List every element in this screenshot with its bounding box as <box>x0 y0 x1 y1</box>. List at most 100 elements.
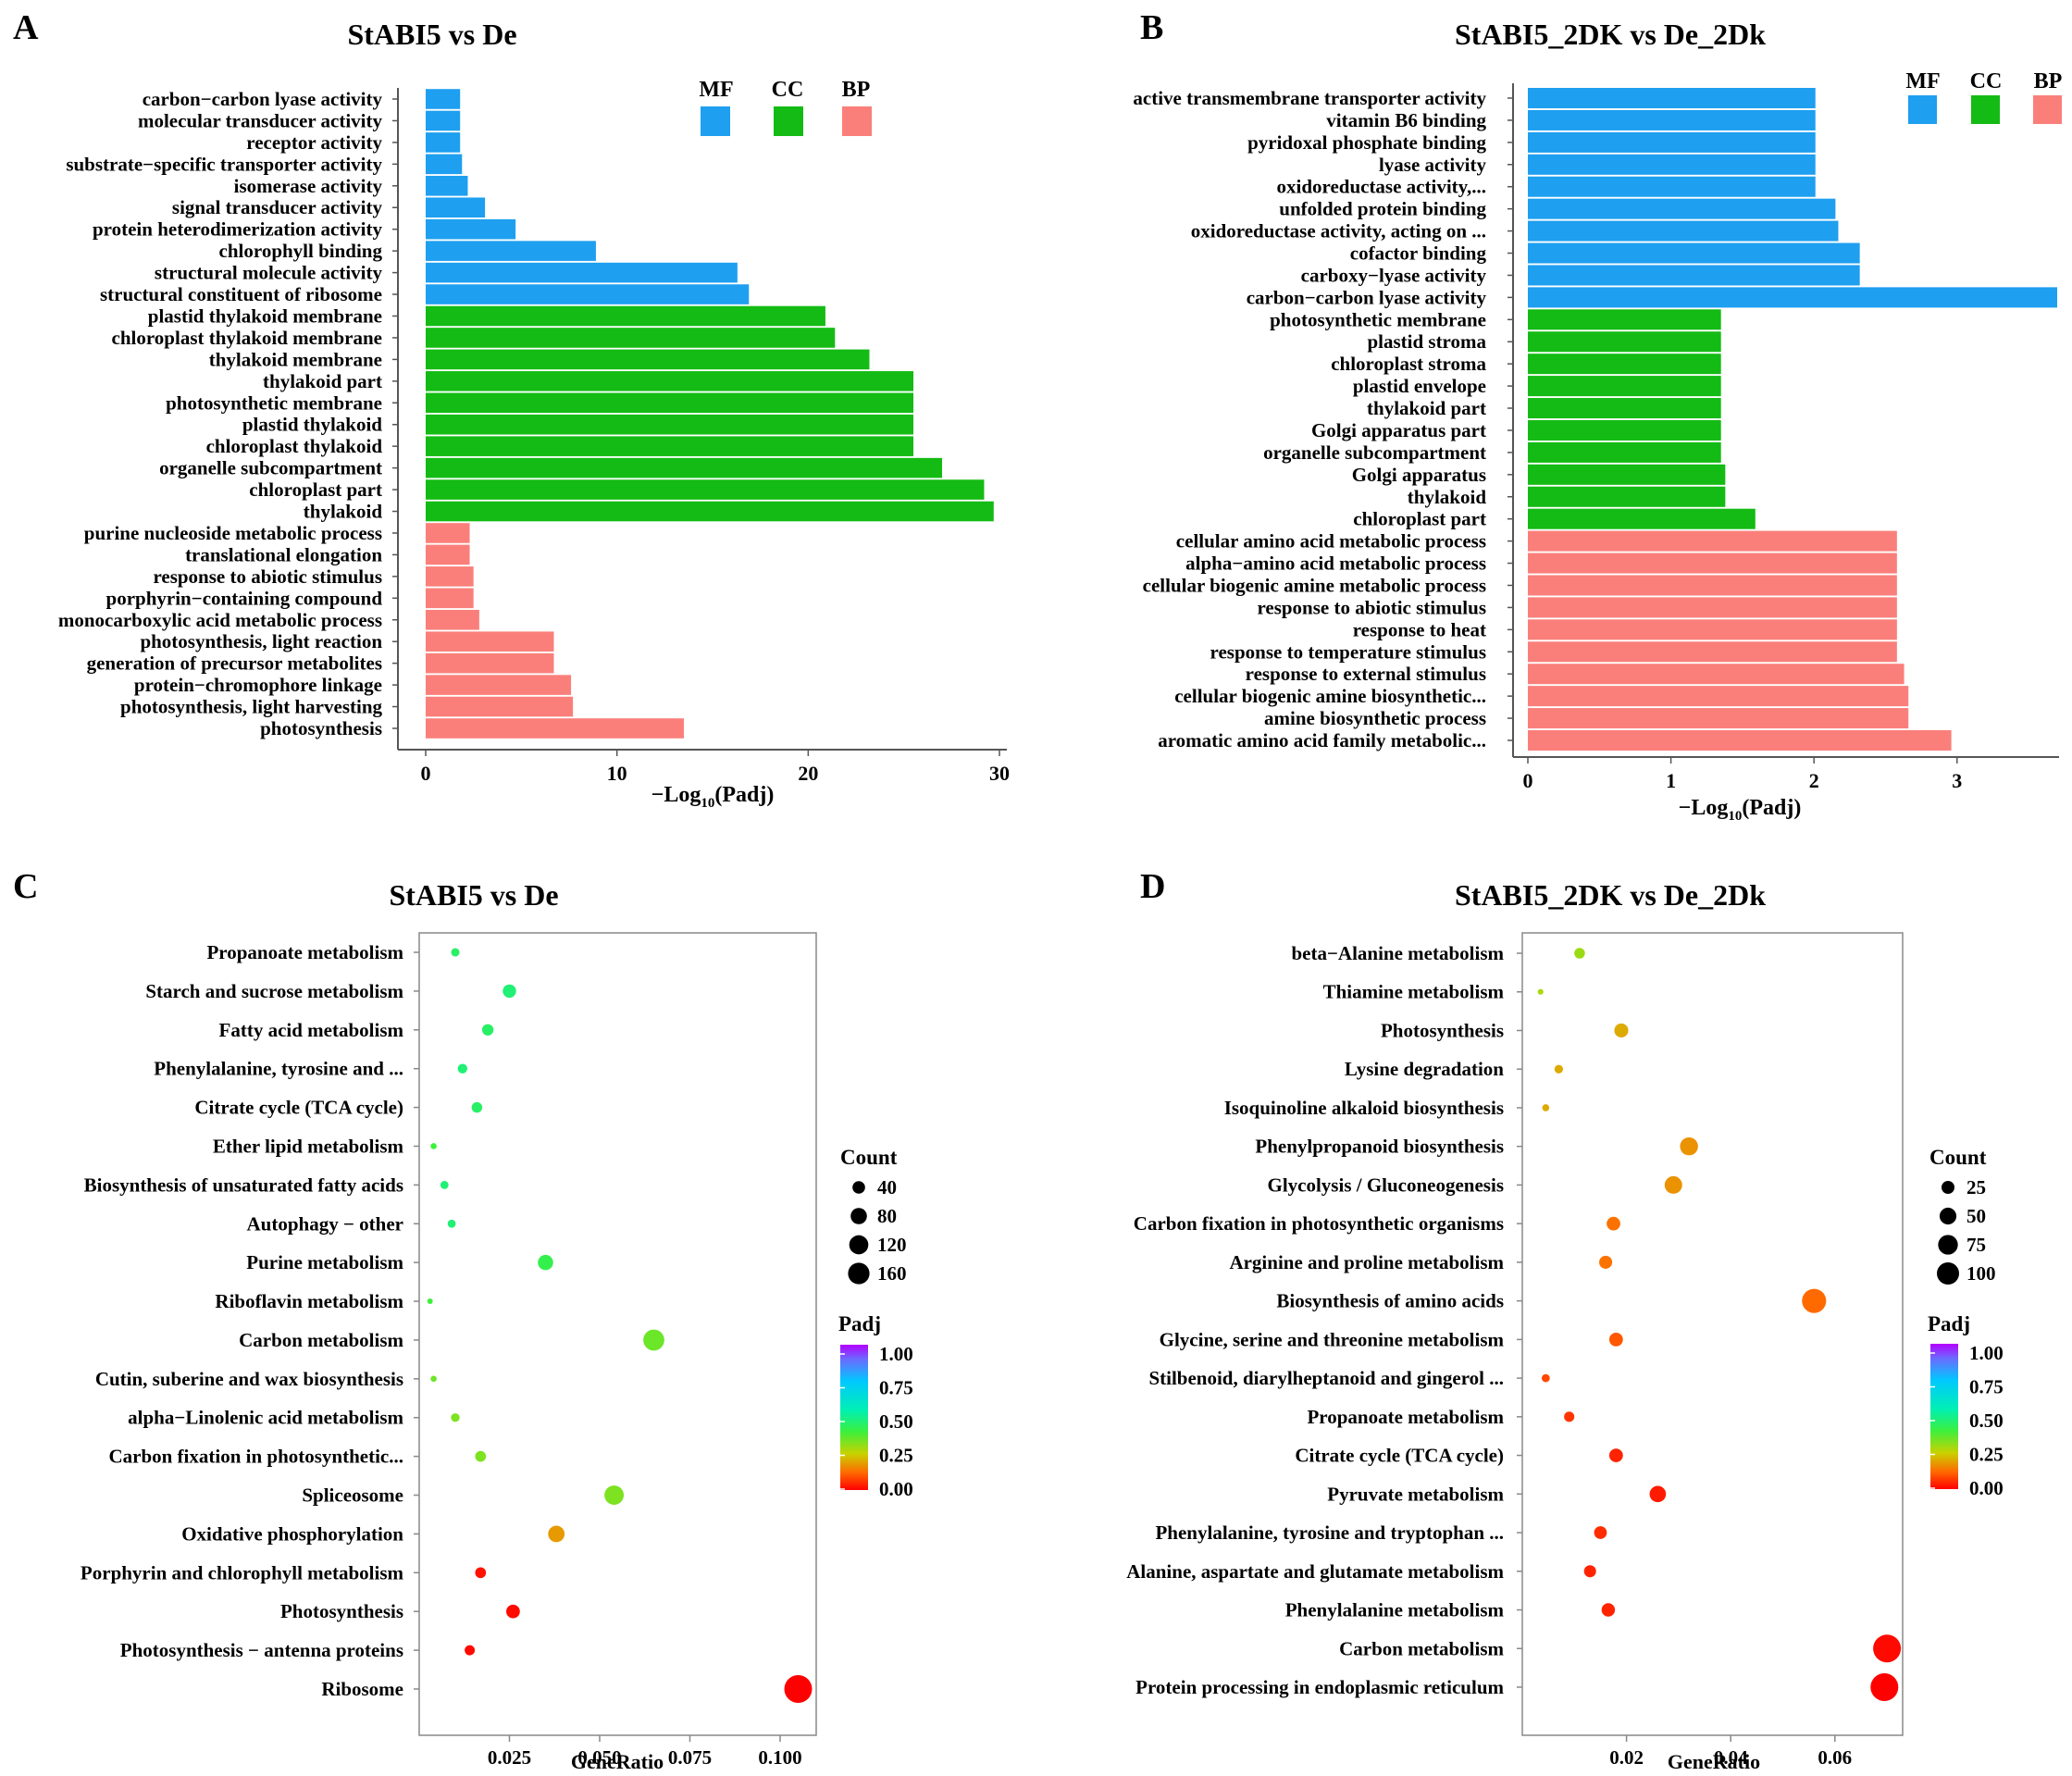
category-label: plastid thylakoid membrane <box>148 304 382 327</box>
term-label: Arginine and proline metabolism <box>1229 1251 1504 1273</box>
bar-cc <box>426 305 825 327</box>
term-label: Ribosome <box>321 1678 403 1700</box>
bar-cc <box>426 371 913 391</box>
panel-c-title: StABI5 vs De <box>389 878 558 912</box>
x-tick-label: 0.075 <box>668 1746 712 1769</box>
colorbar-label: 0.25 <box>1969 1444 2004 1466</box>
bar-cc <box>426 479 985 500</box>
category-label: unfolded protein binding <box>1279 198 1486 220</box>
data-point <box>604 1485 625 1505</box>
data-point <box>1564 1411 1575 1422</box>
term-label: Autophagy − other <box>247 1212 403 1235</box>
panel-a: A StABI5 vs De carbon−carbon lyase activ… <box>13 8 1010 811</box>
category-label: carboxy−lyase activity <box>1301 264 1487 286</box>
bar-cc <box>426 392 913 414</box>
bar-bp <box>426 718 684 739</box>
colorbar-label: 0.00 <box>1969 1477 2004 1499</box>
x-tick-label: 3 <box>1952 769 1962 792</box>
data-point <box>1873 1634 1902 1663</box>
data-point <box>440 1180 449 1189</box>
bar-mf <box>426 89 461 109</box>
x-tick-label: 30 <box>989 762 1010 785</box>
bar-cc <box>426 414 913 435</box>
category-label: protein−chromophore linkage <box>134 674 382 696</box>
panel-c: C StABI5 vs De Propanoate metabolism Star… <box>13 867 913 1773</box>
term-label: Porphyrin and chlorophyll metabolism <box>81 1561 404 1583</box>
panel-b: B StABI5_2DK vs De_2Dk active transmembr… <box>1133 8 2062 824</box>
panel-c-x-ticks: 0.025 0.050 0.075 0.100 <box>488 1735 802 1769</box>
term-label: Ether lipid metabolism <box>213 1135 404 1157</box>
panel-d-x-axis-label: GeneRatio <box>1668 1750 1760 1773</box>
bar-mf <box>1528 198 1836 219</box>
panel-d-count-legend: 25 50 75 100 <box>1936 1176 1996 1285</box>
term-label: Carbon metabolism <box>239 1329 403 1351</box>
bar-cc <box>1528 508 1756 529</box>
bar-bp <box>1528 641 1897 663</box>
data-point <box>451 1413 460 1422</box>
bar-mf <box>1528 109 1816 130</box>
panel-b-title: StABI5_2DK vs De_2Dk <box>1455 18 1766 51</box>
bar-bp <box>1528 664 1905 685</box>
term-label: Citrate cycle (TCA cycle) <box>194 1097 403 1119</box>
colorbar-label: 0.25 <box>879 1445 913 1467</box>
category-label: protein heterodimerization activity <box>93 218 382 241</box>
term-label: alpha−Linolenic acid metabolism <box>128 1407 403 1429</box>
term-label: Carbon fixation in photosynthetic... <box>108 1446 403 1468</box>
count-legend-label: 100 <box>1967 1262 1996 1285</box>
panel-d-title: StABI5_2DK vs De_2Dk <box>1455 878 1766 912</box>
term-label: Protein processing in endoplasmic reticu… <box>1135 1676 1504 1698</box>
category-label: aromatic amino acid family metabolic... <box>1158 729 1486 751</box>
category-label: alpha−amino acid metabolic process <box>1185 553 1486 575</box>
panel-a-x-axis-label: −Log10(Padj) <box>651 783 775 811</box>
bar-mf <box>1528 242 1860 264</box>
data-point <box>481 1024 494 1036</box>
category-label: isomerase activity <box>234 175 383 197</box>
bar-cc <box>426 328 836 348</box>
data-point <box>1537 988 1544 995</box>
category-label: vitamin B6 binding <box>1326 109 1486 131</box>
category-label: response to abiotic stimulus <box>153 565 382 588</box>
category-label: structural molecule activity <box>155 262 383 284</box>
x-tick-label: 0.025 <box>488 1746 531 1769</box>
panel-b-legend: MF CC BP <box>1905 69 2062 124</box>
category-label: photosynthesis, light reaction <box>140 630 382 652</box>
panel-d-padj-colorbar <box>1930 1344 1958 1489</box>
bar-mf <box>426 262 738 283</box>
legend-b-cc-label: CC <box>1970 69 2003 93</box>
data-point <box>475 1450 487 1462</box>
panel-d-count-legend-title: Count <box>1929 1146 1987 1169</box>
category-label: monocarboxylic acid metabolic process <box>58 609 382 631</box>
category-label: thylakoid part <box>1367 397 1486 419</box>
bar-cc <box>1528 376 1721 397</box>
category-label: response to temperature stimulus <box>1210 640 1486 663</box>
category-label: lyase activity <box>1379 154 1487 176</box>
category-label: organelle subcompartment <box>1263 441 1486 464</box>
category-label: carbon−carbon lyase activity <box>143 88 383 110</box>
category-label: active transmembrane transporter activit… <box>1133 87 1486 109</box>
category-label: structural constituent of ribosome <box>100 283 382 305</box>
data-point <box>1649 1485 1667 1503</box>
category-label: cofactor binding <box>1350 242 1487 265</box>
category-label: oxidoreductase activity, acting on ... <box>1191 220 1486 242</box>
panel-d-plot-frame <box>1521 932 1904 1736</box>
bar-mf <box>426 241 596 261</box>
colorbar-label: 0.50 <box>1969 1410 2004 1432</box>
count-legend-dot <box>1938 1235 1958 1255</box>
bar-bp <box>1528 708 1909 729</box>
data-point <box>447 1219 456 1228</box>
term-label: Phenylalanine, tyrosine and ... <box>154 1058 403 1080</box>
count-legend-dot <box>848 1262 870 1285</box>
bar-bp <box>1528 575 1897 596</box>
category-label: thylakoid <box>1408 486 1487 508</box>
bar-mf <box>426 197 486 218</box>
category-label: photosynthesis, light harvesting <box>120 696 382 718</box>
category-label: photosynthetic membrane <box>166 391 382 414</box>
bar-bp <box>426 544 470 565</box>
term-label: Lysine degradation <box>1345 1058 1504 1080</box>
category-label: generation of precursor metabolites <box>87 652 382 675</box>
term-label: Starch and sucrose metabolism <box>145 980 403 1002</box>
bar-cc <box>1528 398 1721 419</box>
count-legend-label: 75 <box>1967 1234 1986 1256</box>
